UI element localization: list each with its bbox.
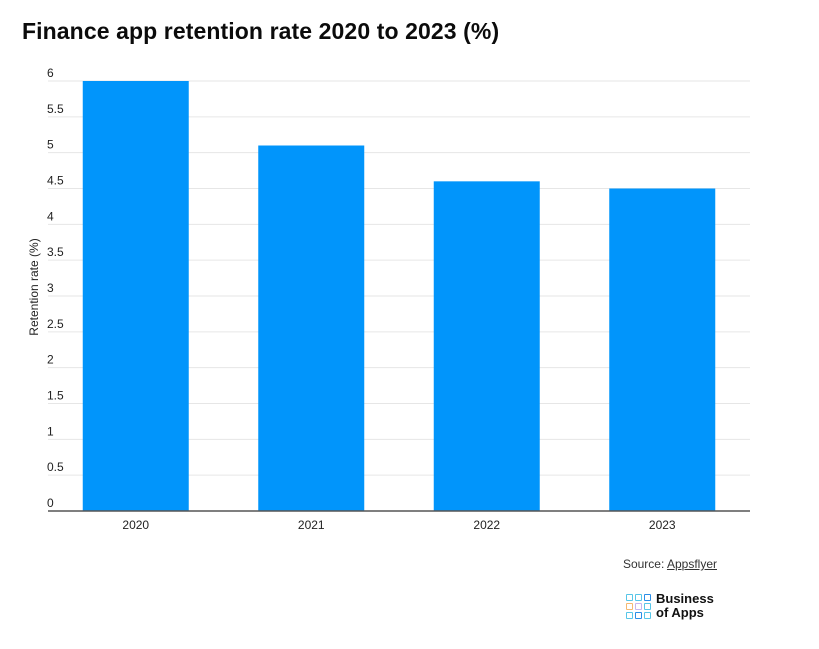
- logo-tile: [644, 593, 651, 601]
- y-tick-label: 0: [47, 496, 54, 510]
- logo-tile: [644, 602, 651, 610]
- y-tick-label: 2.5: [47, 317, 64, 331]
- source-note: Source: Appsflyer: [623, 557, 717, 571]
- logo-tile: [626, 593, 633, 601]
- x-tick-label: 2022: [473, 518, 500, 532]
- logo-tile: [635, 611, 642, 619]
- business-of-apps-logo: Business of Apps: [626, 592, 714, 620]
- logo-text-line2: of Apps: [656, 605, 704, 620]
- bar-2020: [82, 81, 189, 511]
- source-label: Source:: [622, 557, 667, 571]
- y-tick-label: 2: [47, 353, 54, 367]
- y-tick-label: 4.5: [47, 174, 64, 188]
- bar-2023: [609, 188, 716, 511]
- y-tick-label: 6: [47, 66, 54, 80]
- logo-tile: [635, 593, 642, 601]
- logo-tile: [635, 602, 642, 610]
- y-tick-label: 3.5: [47, 245, 64, 259]
- y-tick-label: 1.5: [47, 389, 64, 403]
- y-tick-label: 0.5: [47, 460, 64, 474]
- chart-title: Finance app retention rate 2020 to 2023 …: [22, 18, 500, 44]
- y-tick-label: 3: [47, 281, 54, 295]
- y-tick-label: 4: [47, 209, 54, 223]
- logo-tile: [626, 611, 633, 619]
- x-axis-ticks: 2020 2021 2022 2023: [122, 518, 676, 532]
- x-tick-label: 2021: [298, 518, 325, 532]
- x-tick-label: 2023: [649, 518, 676, 532]
- bars: [82, 81, 716, 512]
- bar-2021: [258, 145, 365, 511]
- logo-grid-icon: [626, 593, 651, 619]
- y-axis-ticks: 0 0.5 1 1.5 2 2.5 3 3.5 4 4.5 5 5.5 6: [47, 66, 64, 510]
- bar-2022: [433, 181, 540, 512]
- y-tick-label: 5.5: [47, 102, 64, 116]
- source-link[interactable]: Appsflyer: [666, 557, 717, 571]
- y-tick-label: 5: [47, 138, 54, 152]
- logo-tile: [626, 602, 633, 610]
- y-tick-label: 1: [47, 424, 54, 438]
- logo-text-line1: Business: [656, 591, 714, 606]
- y-axis-label: Retention rate (%): [27, 238, 41, 335]
- x-tick-label: 2020: [122, 518, 149, 532]
- logo-tile: [644, 611, 651, 619]
- logo-text: Business of Apps: [656, 592, 714, 620]
